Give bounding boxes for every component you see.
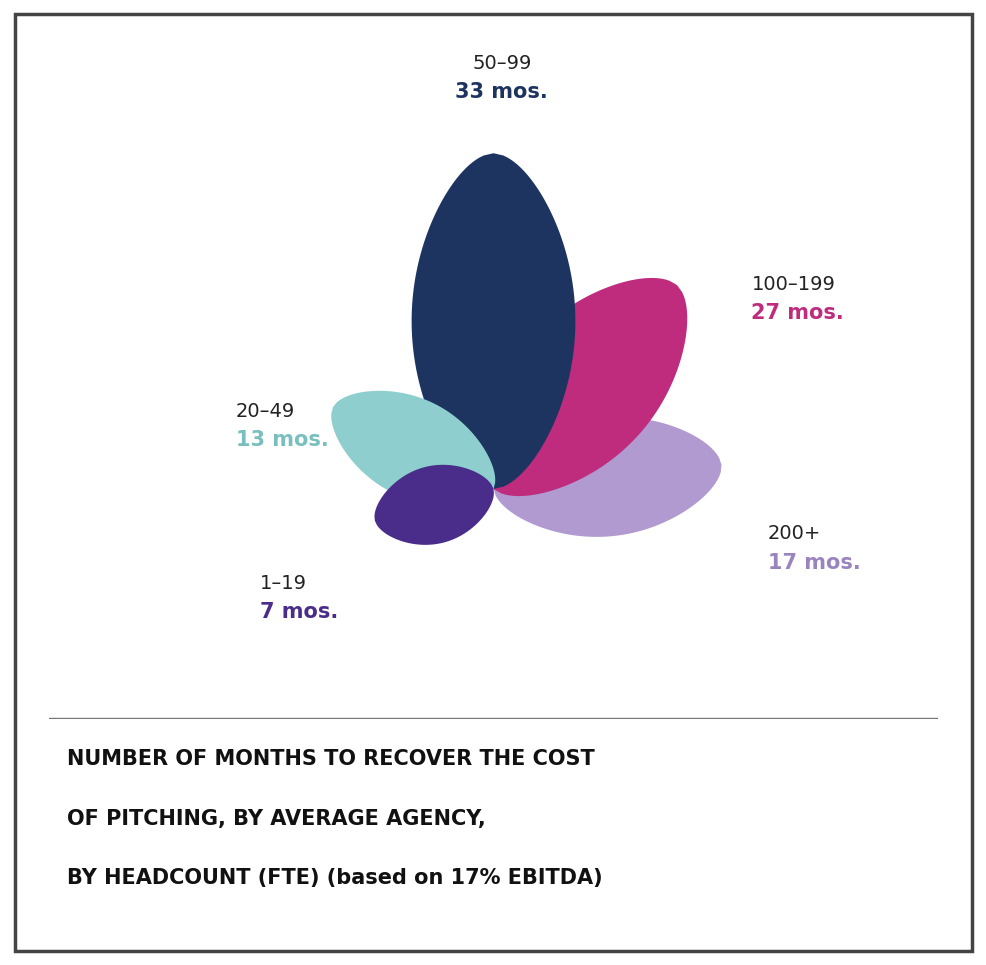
Text: BY HEADCOUNT (FTE) (based on 17% EBITDA): BY HEADCOUNT (FTE) (based on 17% EBITDA) — [67, 868, 602, 888]
Text: OF PITCHING, BY AVERAGE AGENCY,: OF PITCHING, BY AVERAGE AGENCY, — [67, 809, 485, 829]
Text: NUMBER OF MONTHS TO RECOVER THE COST: NUMBER OF MONTHS TO RECOVER THE COST — [67, 749, 595, 769]
Text: 13 mos.: 13 mos. — [236, 429, 328, 450]
Polygon shape — [483, 278, 686, 496]
Text: 33 mos.: 33 mos. — [455, 82, 547, 102]
Polygon shape — [493, 417, 721, 537]
Polygon shape — [411, 153, 575, 489]
Text: 200+: 200+ — [767, 524, 820, 543]
Text: 1–19: 1–19 — [260, 573, 307, 593]
Text: 7 mos.: 7 mos. — [260, 602, 338, 621]
Text: 100–199: 100–199 — [750, 275, 834, 293]
Polygon shape — [331, 391, 495, 506]
Text: 50–99: 50–99 — [471, 54, 530, 72]
Text: 20–49: 20–49 — [236, 401, 295, 421]
Text: 27 mos.: 27 mos. — [750, 303, 843, 323]
Polygon shape — [374, 465, 493, 545]
Text: 17 mos.: 17 mos. — [767, 553, 860, 572]
